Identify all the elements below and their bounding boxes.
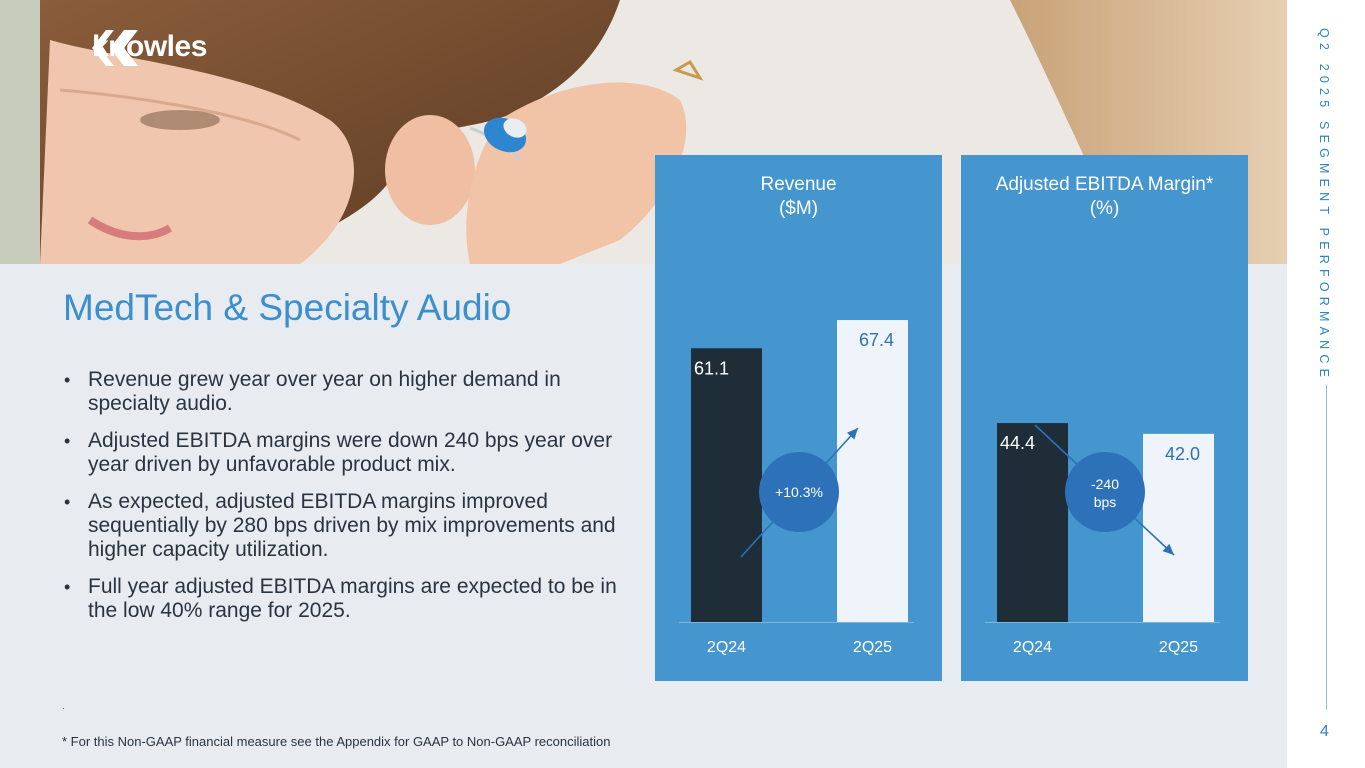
bar-2Q25 <box>837 320 908 622</box>
chart-title-line2: ($M) <box>778 198 819 219</box>
x-tick-label: 2Q25 <box>1159 639 1198 656</box>
x-tick-label: 2Q25 <box>853 639 892 656</box>
bar-2Q24 <box>691 348 762 622</box>
chart-title: Adjusted EBITDA Margin* (%) <box>961 173 1248 221</box>
ebitda-chart: 44.4 2Q24 42.0 2Q25 -240 bps <box>985 423 1220 656</box>
change-badge <box>759 452 839 532</box>
footnote: * For this Non-GAAP financial measure se… <box>62 734 611 749</box>
bullet-item: Full year adjusted EBITDA margins are ex… <box>60 575 625 623</box>
data-label: 44.4 <box>1000 433 1035 453</box>
x-tick-label: 2Q24 <box>1013 639 1052 656</box>
x-tick-label: 2Q24 <box>707 639 746 656</box>
bullet-item: Revenue grew year over year on higher de… <box>60 368 625 416</box>
chart-title-line2: (%) <box>1089 198 1120 219</box>
ebitda-chart-panel: Adjusted EBITDA Margin* (%) 44.4 2Q24 42.0… <box>961 155 1248 681</box>
chart-title-line1: Revenue <box>760 174 837 195</box>
chart-title-line1: Adjusted EBITDA Margin* <box>995 174 1214 195</box>
data-label: 42.0 <box>1165 444 1200 464</box>
change-label: -240 <box>1091 476 1119 492</box>
bullet-item: Adjusted EBITDA margins were down 240 bp… <box>60 429 625 477</box>
section-title-vertical: Q2 2025 SEGMENT PERFORMANCE <box>1317 28 1331 383</box>
slide-title: MedTech & Specialty Audio <box>63 287 512 328</box>
footnote-marker: . <box>62 701 65 712</box>
knowles-logo: knowles <box>92 30 207 66</box>
change-badge <box>1065 452 1145 532</box>
change-label: bps <box>1094 494 1117 510</box>
revenue-chart: 61.1 2Q24 67.4 2Q25 +10.3% <box>679 320 914 656</box>
change-arrow-head <box>1162 543 1174 555</box>
bullet-list: Revenue grew year over year on higher de… <box>60 368 625 636</box>
bar-2Q25 <box>1143 433 1214 622</box>
hero-image: knowles <box>0 0 1287 264</box>
bullet-item: As expected, adjusted EBITDA margins imp… <box>60 490 625 562</box>
bar-2Q24 <box>997 423 1068 622</box>
change-label: +10.3% <box>775 484 823 500</box>
rail-divider <box>1326 385 1327 710</box>
hero-photo-illustration <box>0 0 1287 264</box>
revenue-chart-panel: Revenue ($M) 61.1 2Q24 67.4 2Q25 +10.3% <box>655 155 942 681</box>
data-label: 61.1 <box>694 358 729 378</box>
data-label: 67.4 <box>859 330 894 350</box>
chart-title: Revenue ($M) <box>655 173 942 221</box>
page-number: 4 <box>1320 723 1329 740</box>
knowles-logo-icon <box>92 30 138 66</box>
change-arrow-head <box>846 428 858 440</box>
